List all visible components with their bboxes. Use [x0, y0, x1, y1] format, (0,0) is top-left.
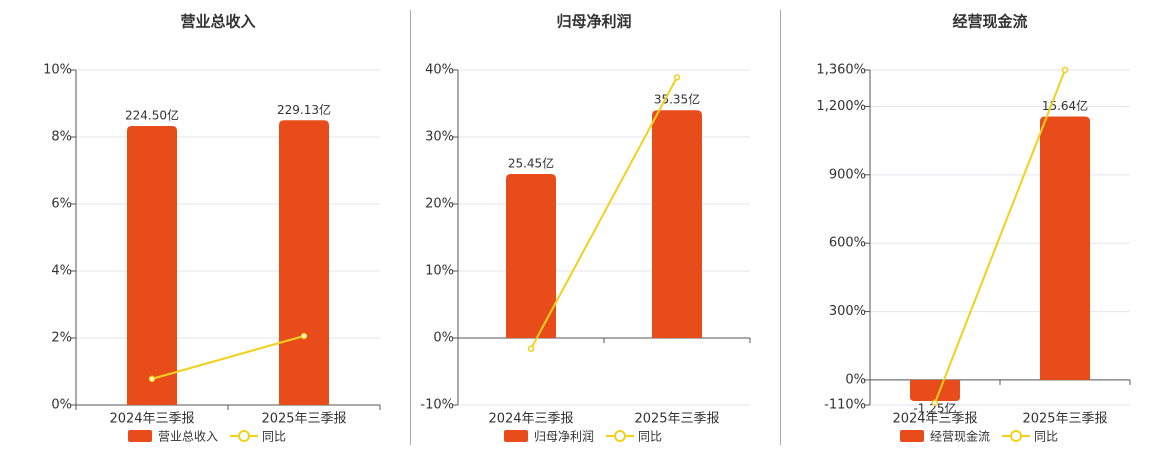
- bar: [506, 173, 556, 338]
- y-tick-label: 2%: [51, 331, 72, 346]
- y-tick-label: 30%: [425, 130, 454, 145]
- bar: [127, 126, 177, 405]
- legend-label: 归母净利润: [534, 430, 594, 444]
- point: [673, 74, 681, 81]
- legend-swatch: [614, 430, 627, 442]
- y-tick-label: 6%: [51, 197, 72, 212]
- point: [931, 399, 939, 406]
- data-label: 229.13亿: [277, 102, 331, 117]
- x-tick-label: 2024年三季报: [488, 412, 573, 427]
- line: [934, 69, 1066, 404]
- y-tick-label: 300%: [829, 304, 866, 319]
- bar: [279, 120, 329, 405]
- y-tick-label: 1,360%: [816, 63, 866, 78]
- legend-swatch: [900, 430, 924, 442]
- x-tick-label: 2024年三季报: [892, 412, 977, 427]
- y-tick-label: 0%: [433, 331, 454, 346]
- data-label: 35.35亿: [654, 92, 700, 107]
- line: [530, 76, 678, 350]
- legend-label: 营业总收入: [158, 430, 218, 444]
- legend-label: 同比: [638, 430, 662, 444]
- x-tick-label: 2025年三季报: [634, 412, 719, 427]
- y-tick-label: 0%: [51, 398, 72, 413]
- chart-title: 营业总收入: [180, 13, 255, 31]
- data-label: 25.45亿: [508, 155, 554, 170]
- data-label: 224.50亿: [125, 108, 179, 123]
- line: [151, 335, 305, 380]
- legend-label: 经营现金流: [930, 429, 990, 444]
- y-tick-label: 10%: [43, 63, 72, 78]
- y-tick-label: -10%: [420, 398, 454, 413]
- legend-label: 同比: [262, 430, 286, 444]
- point: [300, 332, 308, 340]
- legend-swatch: [504, 430, 528, 442]
- x-tick-label: 2024年三季报: [109, 412, 194, 427]
- y-tick-label: 4%: [51, 264, 72, 279]
- point: [148, 375, 156, 383]
- x-tick-label: 2025年三季报: [1022, 412, 1107, 427]
- data-label: -1.25亿: [913, 400, 956, 415]
- y-tick-label: 0%: [845, 372, 866, 387]
- bar: [1040, 116, 1090, 380]
- y-tick-label: -110%: [824, 398, 866, 413]
- bar: [910, 379, 960, 401]
- chart-title: 归母净利润: [556, 13, 631, 31]
- chart-title: 经营现金流: [952, 13, 1027, 31]
- point: [1061, 66, 1069, 74]
- legend-swatch: [238, 430, 251, 442]
- y-tick-label: 900%: [829, 167, 866, 182]
- legend-label: 同比: [1034, 430, 1058, 444]
- x-tick-label: 2025年三季报: [261, 412, 346, 427]
- legend-swatch: [1010, 430, 1023, 442]
- y-tick-label: 20%: [425, 197, 454, 212]
- y-tick-label: 8%: [51, 130, 72, 145]
- point: [527, 345, 535, 352]
- legend-swatch: [128, 430, 152, 442]
- bar: [652, 110, 702, 338]
- y-tick-label: 1,200%: [816, 99, 866, 114]
- y-tick-label: 600%: [829, 236, 866, 251]
- y-tick-label: 10%: [425, 264, 454, 279]
- y-tick-label: 40%: [425, 63, 454, 78]
